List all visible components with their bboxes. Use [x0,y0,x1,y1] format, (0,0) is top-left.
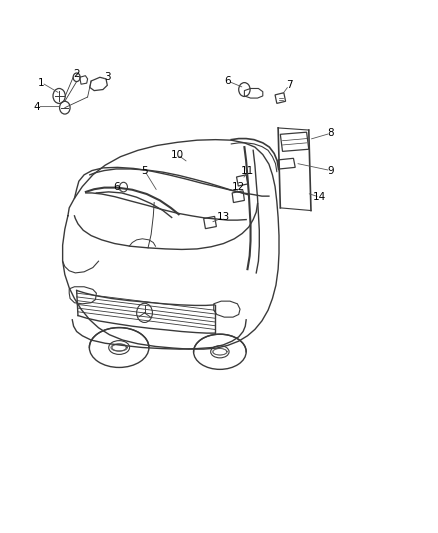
Text: 6: 6 [113,182,120,191]
Text: 7: 7 [286,80,293,90]
Text: 8: 8 [327,128,334,138]
Text: 12: 12 [232,182,245,191]
Text: 4: 4 [34,102,41,111]
Text: 6: 6 [224,76,231,86]
Text: 14: 14 [313,192,326,202]
Text: 1: 1 [38,78,45,87]
Text: 2: 2 [73,69,80,78]
Text: 9: 9 [327,166,334,175]
Text: 5: 5 [141,166,148,175]
Text: 3: 3 [104,72,111,82]
Text: 13: 13 [217,213,230,222]
Text: 11: 11 [241,166,254,175]
Text: 10: 10 [171,150,184,159]
